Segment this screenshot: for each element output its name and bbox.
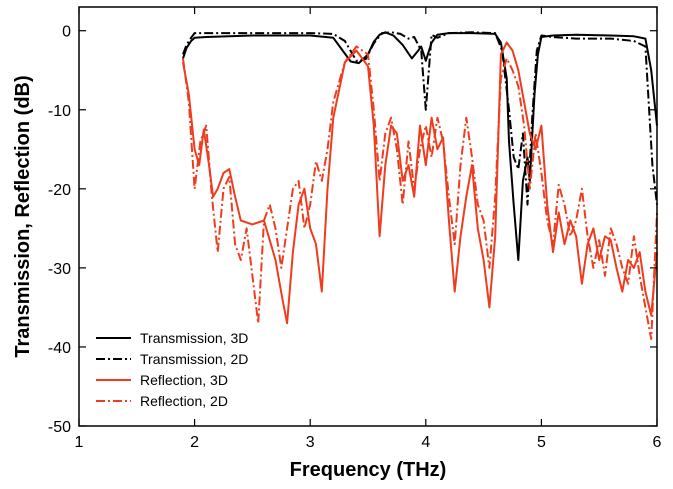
legend-label: Transmission, 2D — [140, 351, 248, 367]
series-line-reflection-2d — [182, 45, 658, 340]
ticks-layer: 1 2 3 4 5 6 0 -10 -20 -30 -40 -50 — [48, 7, 662, 451]
y-tick-label: -10 — [48, 103, 71, 120]
x-tick-label: 1 — [75, 434, 84, 451]
y-tick-label: -30 — [48, 261, 71, 278]
series-line-transmission-2d — [182, 31, 658, 206]
y-axis-title: Transmission, Reflection (dB) — [12, 75, 34, 357]
legend-label: Transmission, 3D — [140, 330, 248, 346]
legend-label: Reflection, 3D — [140, 372, 228, 388]
y-tick-label: -40 — [48, 340, 71, 357]
x-axis-title: Frequency (THz) — [290, 459, 447, 481]
series-line-transmission-3d — [182, 31, 658, 261]
x-tick-label: 2 — [190, 434, 199, 451]
x-tick-label: 5 — [537, 434, 546, 451]
x-tick-label: 4 — [421, 434, 430, 451]
legend-label: Reflection, 2D — [140, 393, 228, 409]
series-layer — [182, 31, 658, 340]
series-line-reflection-3d — [182, 41, 658, 325]
plot-frame — [78, 6, 658, 427]
x-tick-label: 3 — [306, 434, 315, 451]
y-tick-label: 0 — [62, 24, 71, 41]
legend: Transmission, 3D Transmission, 2D Reflecti… — [96, 330, 248, 409]
x-tick-label: 6 — [653, 434, 662, 451]
y-tick-label: -20 — [48, 182, 71, 199]
y-tick-label: -50 — [48, 419, 71, 436]
